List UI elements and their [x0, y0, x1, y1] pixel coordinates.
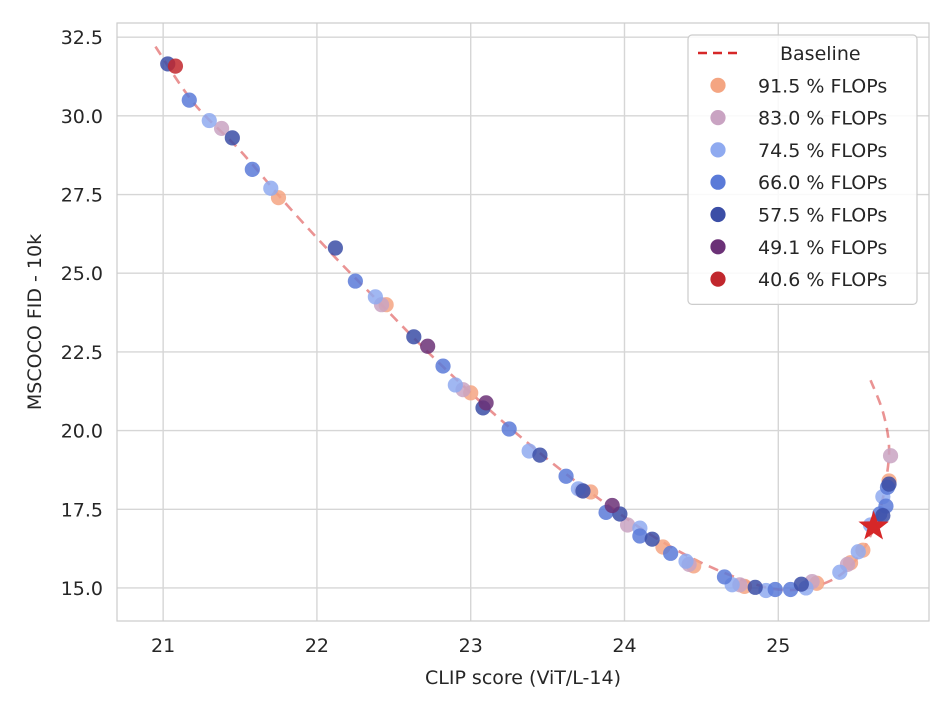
- data-point: [644, 531, 660, 547]
- x-tick-label: 21: [151, 635, 175, 657]
- star-marker: [858, 510, 889, 540]
- data-point: [224, 130, 240, 146]
- x-tick-label: 22: [305, 635, 329, 657]
- y-tick-label: 20.0: [61, 421, 103, 443]
- y-tick-label: 25.0: [61, 263, 103, 285]
- x-axis-label: CLIP score (ViT/L-14): [425, 667, 621, 689]
- legend-swatch: [710, 206, 726, 223]
- data-point: [501, 421, 517, 437]
- data-point: [850, 544, 866, 560]
- data-point: [406, 329, 422, 345]
- data-point: [881, 476, 897, 492]
- data-point: [604, 497, 620, 514]
- y-tick-label: 27.5: [61, 185, 103, 207]
- y-tick-label: 22.5: [61, 342, 103, 364]
- data-point: [167, 58, 184, 74]
- data-point: [420, 338, 436, 354]
- data-point: [575, 483, 591, 499]
- data-point: [678, 553, 694, 569]
- data-point: [882, 448, 899, 464]
- legend-swatch: [710, 239, 726, 255]
- data-point: [244, 161, 260, 177]
- data-point: [478, 395, 494, 411]
- legend-swatch: [710, 110, 726, 126]
- y-axis-label: MSCOCO FID - 10k: [24, 234, 46, 410]
- x-tick-label: 23: [459, 635, 483, 657]
- legend-label: 40.6 % FLOPs: [758, 269, 887, 291]
- data-point: [327, 240, 343, 256]
- plot-frame: [116, 22, 930, 622]
- ticks: 21 22 23 24 25 15.0 17.5 20.0 22.5 25.0 27.5 30.0 32…: [61, 27, 791, 657]
- data-point: [558, 468, 574, 484]
- y-tick-label: 17.5: [61, 499, 103, 521]
- legend-label: 57.5 % FLOPs: [758, 205, 887, 227]
- legend-label: 83.0 % FLOPs: [758, 108, 887, 130]
- data-point: [632, 528, 648, 544]
- data-point: [619, 517, 636, 533]
- x-tick-label: 25: [766, 635, 790, 657]
- legend: Baseline 91.5 % FLOPs 83.0 % FLOPs 74.5 % F…: [687, 34, 918, 305]
- data-point: [875, 507, 891, 524]
- legend-box: [687, 34, 918, 305]
- y-tick-label: 32.5: [61, 27, 103, 49]
- data-point: [213, 120, 230, 137]
- star-layer: [858, 510, 889, 540]
- y-tick-label: 15.0: [61, 578, 103, 600]
- x-tick-label: 24: [612, 635, 636, 657]
- legend-label: 91.5 % FLOPs: [758, 75, 887, 97]
- data-point: [832, 564, 848, 580]
- data-point: [447, 377, 463, 393]
- data-point: [663, 545, 679, 561]
- data-point: [747, 579, 763, 595]
- legend-label: Baseline: [780, 43, 861, 65]
- legend-swatch: [710, 142, 726, 158]
- data-point: [181, 92, 197, 108]
- data-point: [435, 358, 451, 374]
- legend-label: 66.0 % FLOPs: [758, 172, 887, 194]
- legend-swatch: [710, 77, 726, 93]
- legend-label: 74.5 % FLOPs: [758, 140, 887, 162]
- data-point: [347, 273, 363, 289]
- data-point: [367, 289, 383, 305]
- data-point: [201, 112, 217, 129]
- legend-swatch: [710, 174, 726, 190]
- data-point: [767, 581, 783, 598]
- data-point: [263, 180, 279, 196]
- legend-swatch: [710, 271, 726, 287]
- data-point: [793, 576, 809, 592]
- legend-label: 49.1 % FLOPs: [758, 237, 887, 259]
- y-tick-label: 30.0: [61, 106, 103, 128]
- data-point: [716, 569, 733, 585]
- data-point: [532, 447, 548, 463]
